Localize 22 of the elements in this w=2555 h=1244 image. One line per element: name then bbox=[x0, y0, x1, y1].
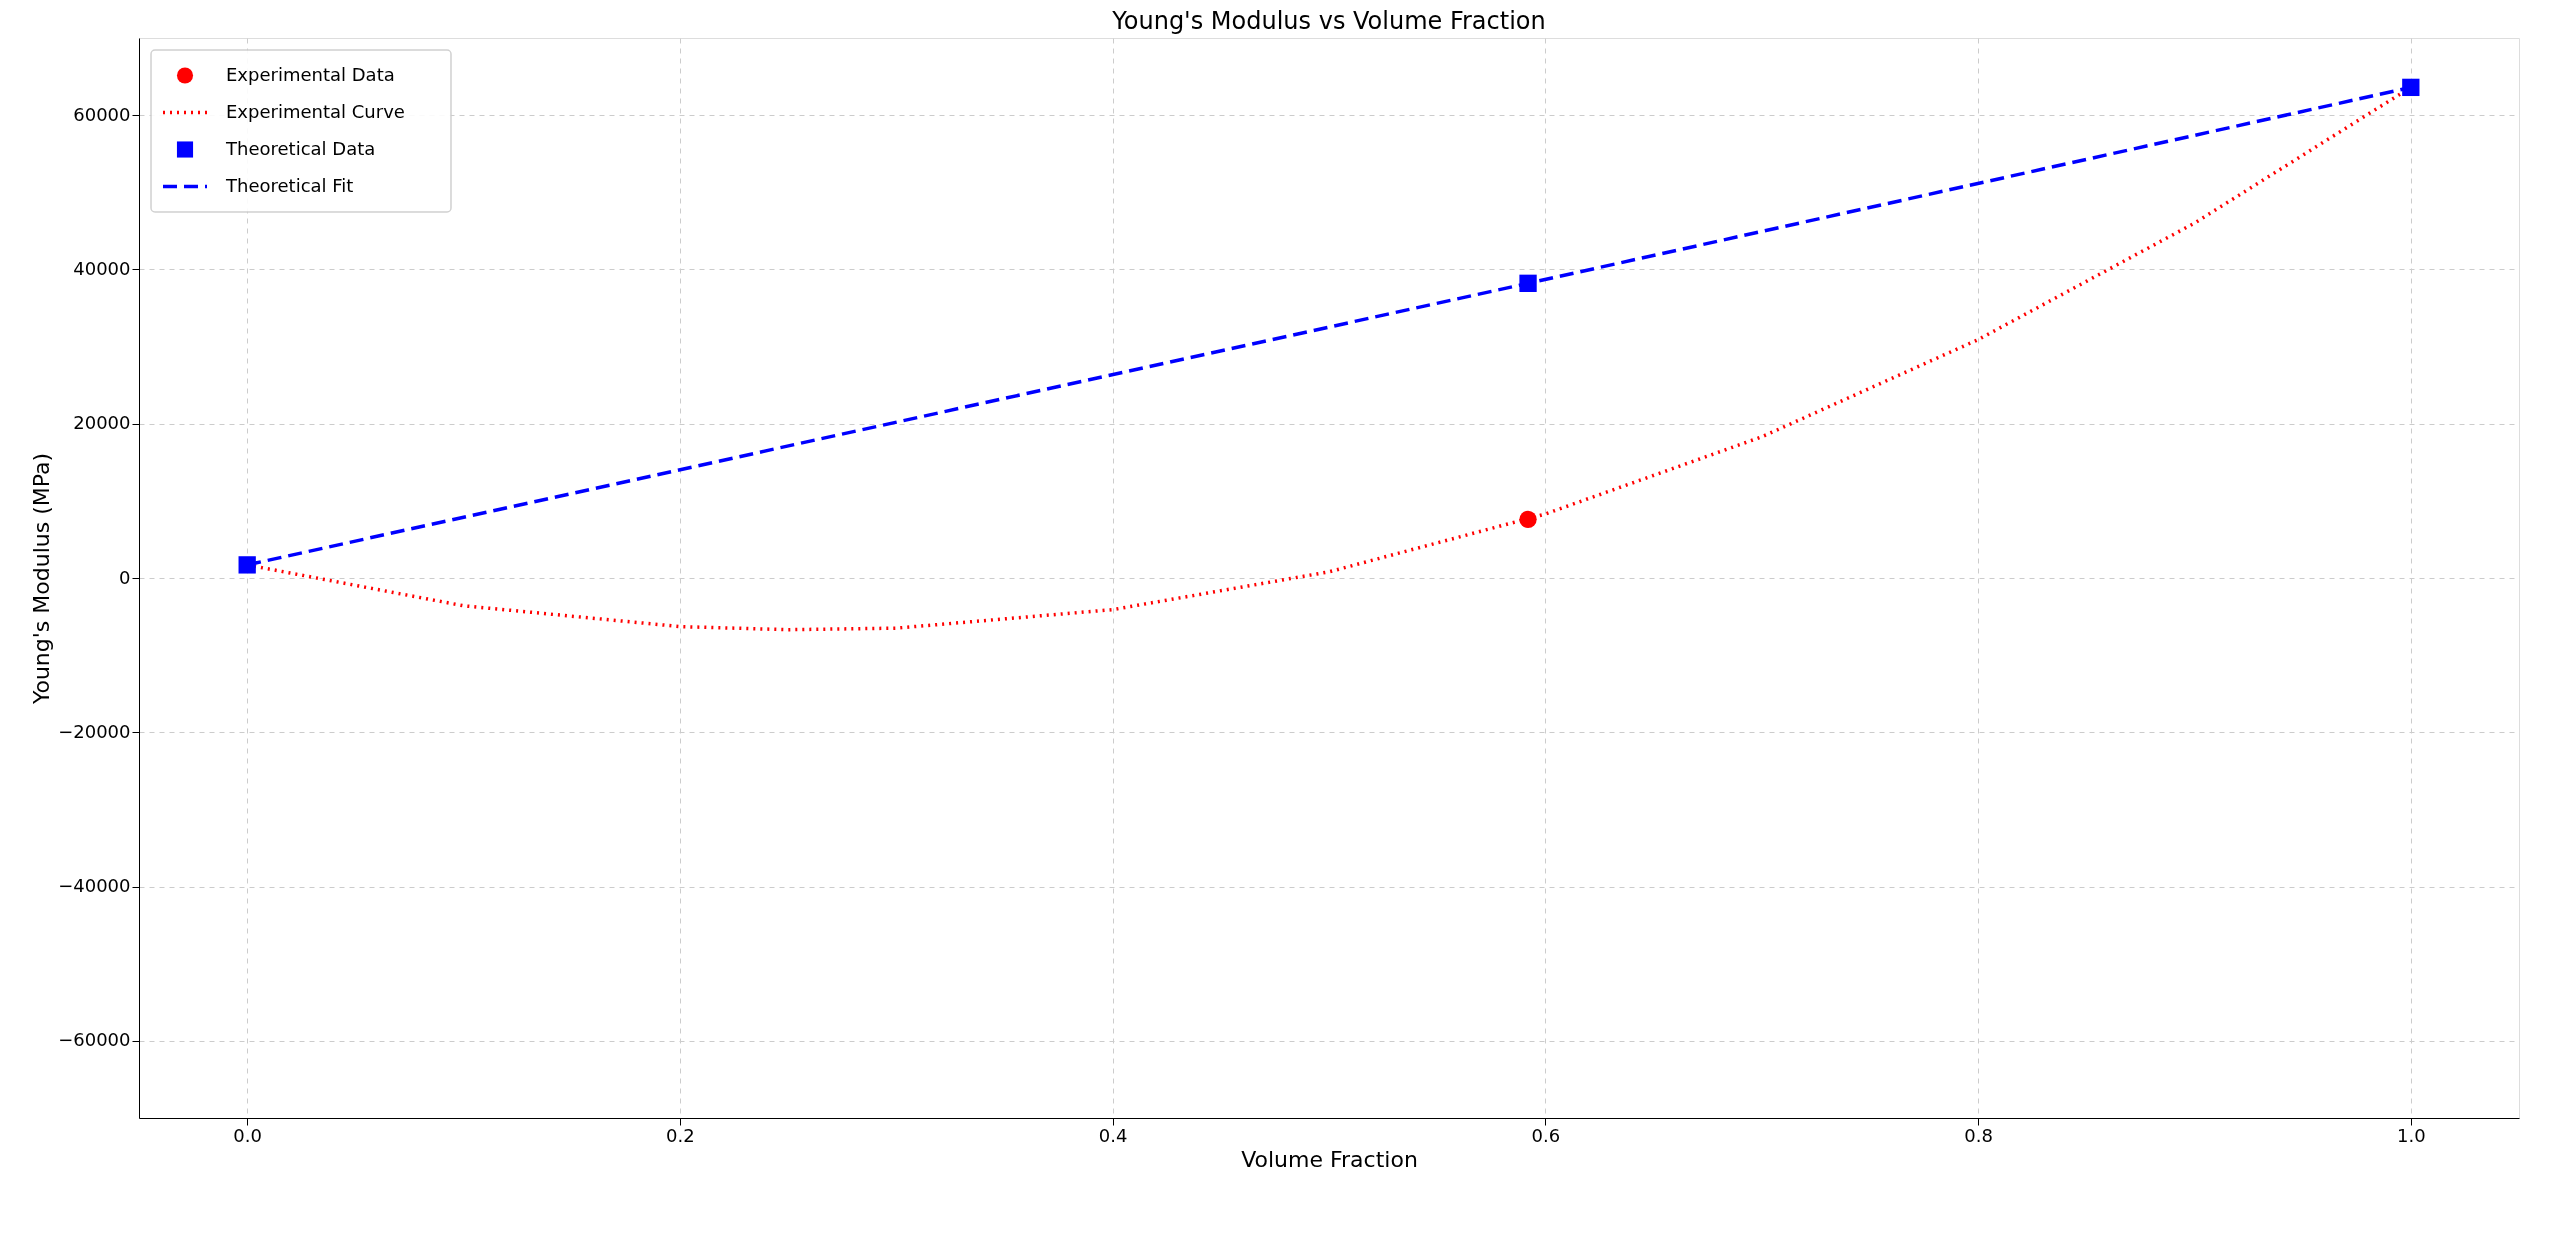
x-tick-label: 0.6 bbox=[1531, 1124, 1561, 1146]
x-tick-label: 0.0 bbox=[233, 1124, 262, 1146]
y-tick-label: 0 bbox=[119, 566, 131, 588]
x-tick-label: 1.0 bbox=[2397, 1124, 2426, 1146]
legend-label: Theoretical Fit bbox=[225, 174, 354, 196]
legend-label: Theoretical Data bbox=[225, 137, 376, 159]
legend-label: Experimental Curve bbox=[226, 100, 405, 122]
x-tick-label: 0.4 bbox=[1098, 1124, 1128, 1146]
x-axis-title: Volume Fraction bbox=[1241, 1146, 1418, 1172]
y-tick-label: −20000 bbox=[58, 720, 131, 742]
x-tick-label: 0.8 bbox=[1964, 1124, 1993, 1146]
legend-label: Experimental Data bbox=[226, 63, 395, 85]
y-tick-label: 40000 bbox=[73, 257, 131, 279]
y-tick-label: −60000 bbox=[58, 1029, 131, 1051]
y-tick-label: 60000 bbox=[73, 103, 131, 125]
y-tick-label: −40000 bbox=[58, 875, 131, 897]
point bbox=[238, 556, 256, 574]
chart-title: Young's Modulus vs Volume Fraction bbox=[1111, 7, 1546, 35]
y-axis-title: Young's Modulus (MPa) bbox=[29, 452, 55, 706]
y-tick-label: 20000 bbox=[73, 412, 131, 434]
x-tick-label: 0.2 bbox=[666, 1124, 695, 1146]
point bbox=[1519, 510, 1537, 529]
